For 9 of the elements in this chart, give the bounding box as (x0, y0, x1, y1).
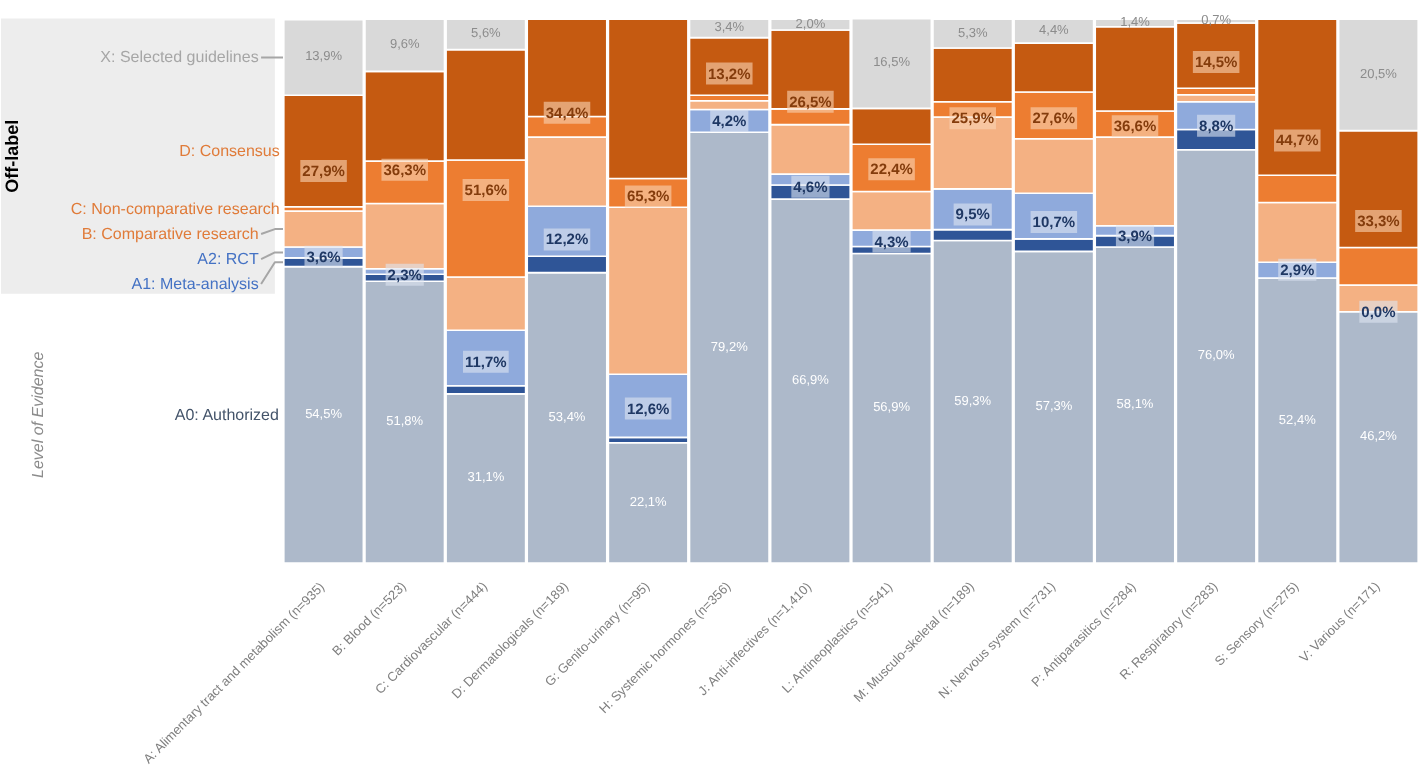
series-label: A0: Authorized (174, 405, 279, 424)
series-label: C: Non-comparative research (70, 199, 280, 218)
series-label: B: Comparative research (81, 225, 259, 243)
text: Level of Evidence (28, 350, 47, 478)
series-label: A2: RCT (197, 250, 259, 269)
series-label: X: Selected guidelines (100, 48, 259, 67)
series-label: A1: Meta-analysis (131, 275, 259, 294)
text: Off-label (2, 119, 23, 193)
series-label: D: Consensus (179, 142, 280, 161)
